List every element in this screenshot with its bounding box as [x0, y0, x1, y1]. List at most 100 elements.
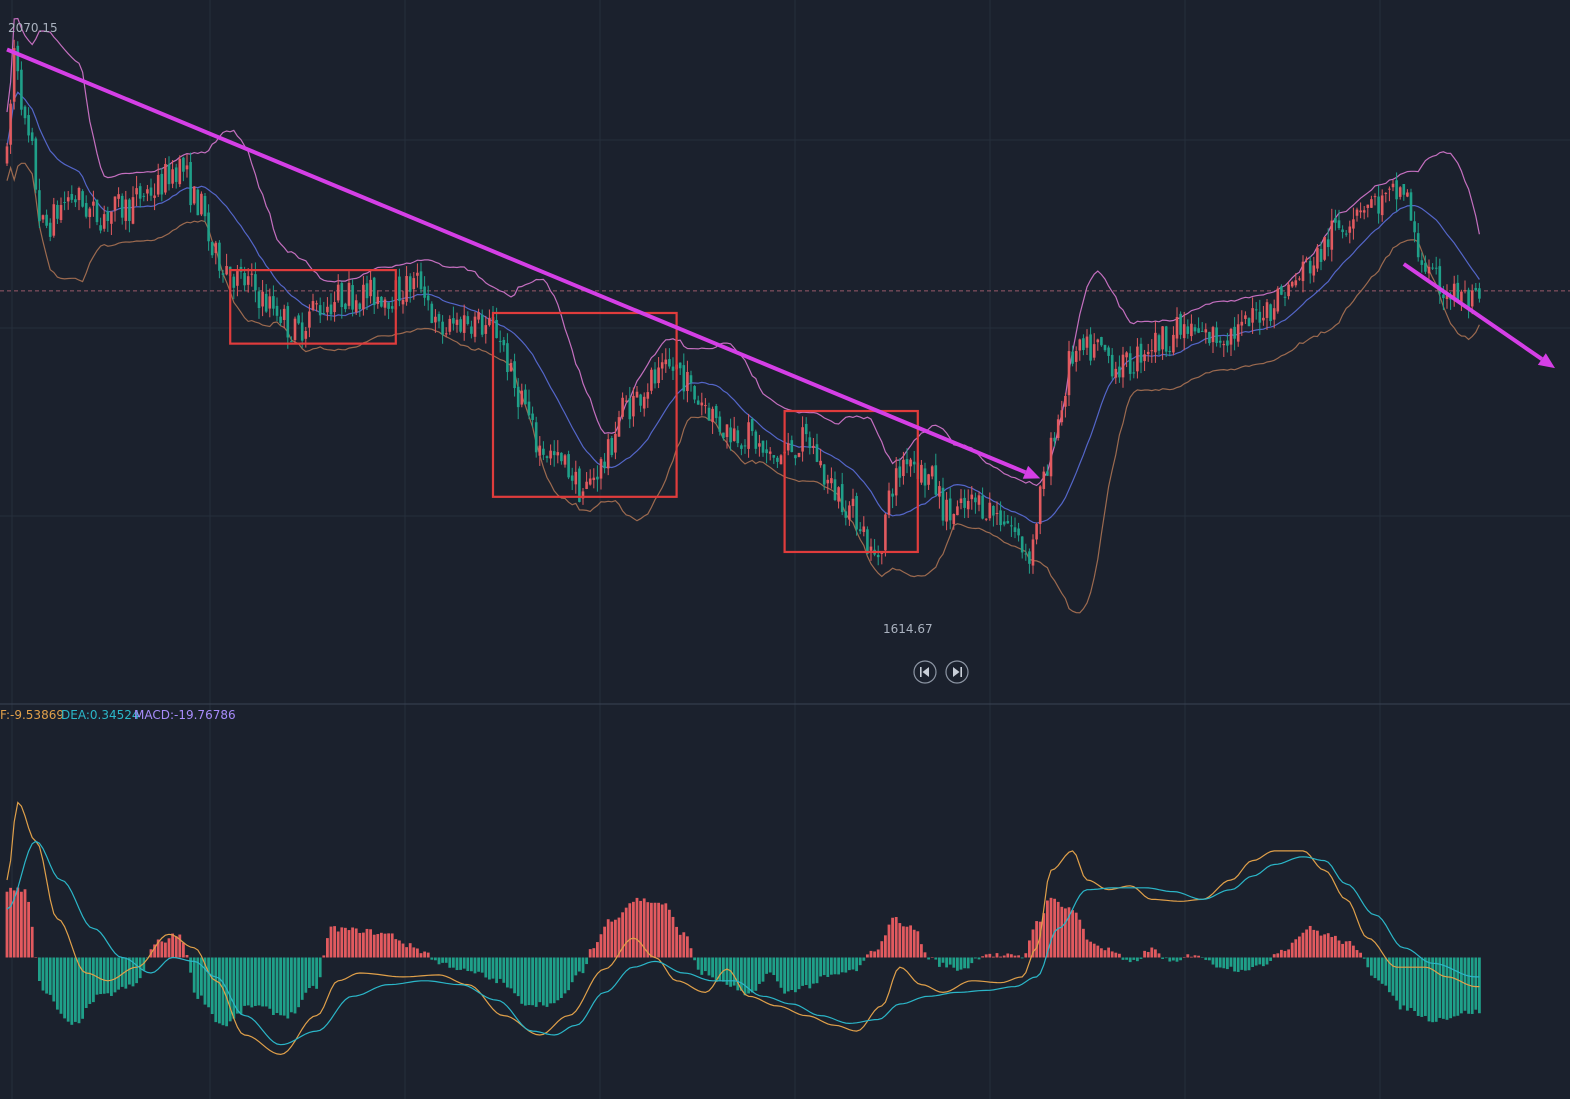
- candle-body: [1125, 352, 1128, 358]
- macd-histogram-bar: [1172, 957, 1175, 961]
- macd-histogram-bar: [545, 957, 549, 1007]
- candle-body: [1442, 294, 1445, 299]
- macd-histogram-bar: [426, 952, 430, 958]
- candle-body: [1157, 335, 1161, 351]
- candle-body: [1110, 354, 1114, 377]
- macd-histogram-bar: [869, 950, 873, 958]
- candle-body: [146, 189, 149, 194]
- macd-histogram-bar: [1114, 952, 1118, 958]
- candle-body: [77, 187, 81, 201]
- macd-histogram-bar: [48, 957, 52, 995]
- macd-histogram-bar: [1085, 939, 1089, 958]
- candle-body: [354, 300, 358, 313]
- candle-body: [387, 302, 390, 309]
- macd-histogram-bar: [1164, 957, 1168, 959]
- consolidation-box: [229, 268, 397, 345]
- macd-histogram-bar: [642, 898, 646, 958]
- candle-body: [999, 510, 1002, 526]
- macd-histogram-bar: [1449, 957, 1452, 1019]
- candle-body: [1071, 351, 1074, 364]
- macd-histogram-bar: [1053, 898, 1056, 958]
- candle-body: [272, 296, 275, 309]
- candle-body: [815, 444, 819, 462]
- candle-body: [1186, 326, 1190, 334]
- skip-back-button[interactable]: [913, 660, 937, 684]
- candle-body: [1114, 368, 1118, 378]
- macd-histogram-bar: [221, 957, 225, 1026]
- candle-body: [1204, 329, 1208, 333]
- candle-body: [1038, 486, 1042, 525]
- candle-body: [693, 386, 696, 400]
- candle-body: [1316, 247, 1319, 269]
- macd-histogram-bar: [185, 955, 189, 958]
- candle-body: [567, 454, 570, 478]
- candle-body: [333, 302, 336, 313]
- candle-body: [408, 276, 412, 292]
- candle-body: [765, 449, 768, 454]
- candle-body: [794, 455, 797, 459]
- candle-body: [912, 461, 916, 465]
- macd-histogram-bar: [1046, 900, 1049, 958]
- candle-body: [1229, 328, 1233, 345]
- dif-line: [6, 801, 1480, 1056]
- macd-histogram-bar: [210, 957, 214, 1015]
- candle-body: [210, 242, 214, 256]
- candle-body: [1139, 343, 1143, 363]
- candle-body: [300, 322, 304, 341]
- macd-histogram-bar: [614, 919, 617, 958]
- macd-histogram-bar: [1082, 928, 1085, 958]
- skip-forward-icon: [953, 667, 962, 677]
- macd-histogram-bar: [1013, 955, 1017, 958]
- candle-body: [1092, 344, 1096, 358]
- macd-histogram-bar: [815, 957, 819, 984]
- candle-body: [880, 552, 884, 554]
- candle-body: [549, 450, 552, 459]
- macd-histogram-bar: [372, 934, 376, 958]
- candle-body: [1474, 287, 1478, 291]
- macd-histogram-bar: [866, 954, 869, 958]
- candle-body: [1272, 308, 1276, 320]
- macd-histogram-bar: [1118, 953, 1121, 958]
- candle-body: [189, 162, 192, 206]
- macd-histogram-bar: [1413, 957, 1416, 1012]
- candle-body: [1143, 354, 1146, 362]
- macd-histogram-bar: [369, 929, 372, 958]
- macd-histogram-bar: [135, 957, 138, 984]
- macd-histogram-bar: [1168, 957, 1172, 962]
- candle-body: [470, 326, 473, 334]
- macd-histogram-bar: [1445, 957, 1449, 1020]
- macd-histogram-bar: [603, 926, 606, 958]
- candle-body: [30, 132, 34, 141]
- candle-body: [902, 459, 905, 477]
- candle-body: [956, 506, 959, 516]
- macd-histogram-bar: [164, 942, 167, 958]
- candle-body: [1391, 183, 1395, 188]
- macd-histogram-bar: [1305, 929, 1308, 958]
- candle-body: [786, 443, 790, 451]
- candle-body: [207, 212, 210, 242]
- macd-histogram-bar: [833, 957, 837, 975]
- candle-body: [1056, 419, 1060, 438]
- macd-histogram-bar: [624, 907, 628, 958]
- macd-histogram-bar: [984, 954, 988, 958]
- candle-body: [160, 173, 164, 195]
- candle-body: [1420, 260, 1424, 265]
- candle-body: [1359, 210, 1362, 213]
- macd-histogram-bar: [1380, 957, 1384, 984]
- macd-histogram-bar: [480, 957, 484, 973]
- macd-histogram-bar: [650, 902, 653, 958]
- macd-histogram-bar: [1452, 957, 1456, 1017]
- macd-histogram-bar: [934, 957, 938, 960]
- candle-body: [1035, 524, 1038, 540]
- macd-histogram-bar: [272, 957, 275, 1015]
- candle-body: [1064, 396, 1067, 407]
- macd-histogram-bar: [81, 957, 84, 1019]
- skip-forward-button[interactable]: [945, 660, 969, 684]
- candle-body: [1006, 521, 1010, 524]
- macd-histogram-bar: [38, 957, 41, 982]
- macd-histogram-bar: [452, 957, 455, 968]
- macd-histogram-bar: [300, 957, 304, 1000]
- candle-body: [560, 452, 563, 462]
- candle-body: [174, 167, 178, 182]
- macd-histogram-bar: [1460, 957, 1463, 1014]
